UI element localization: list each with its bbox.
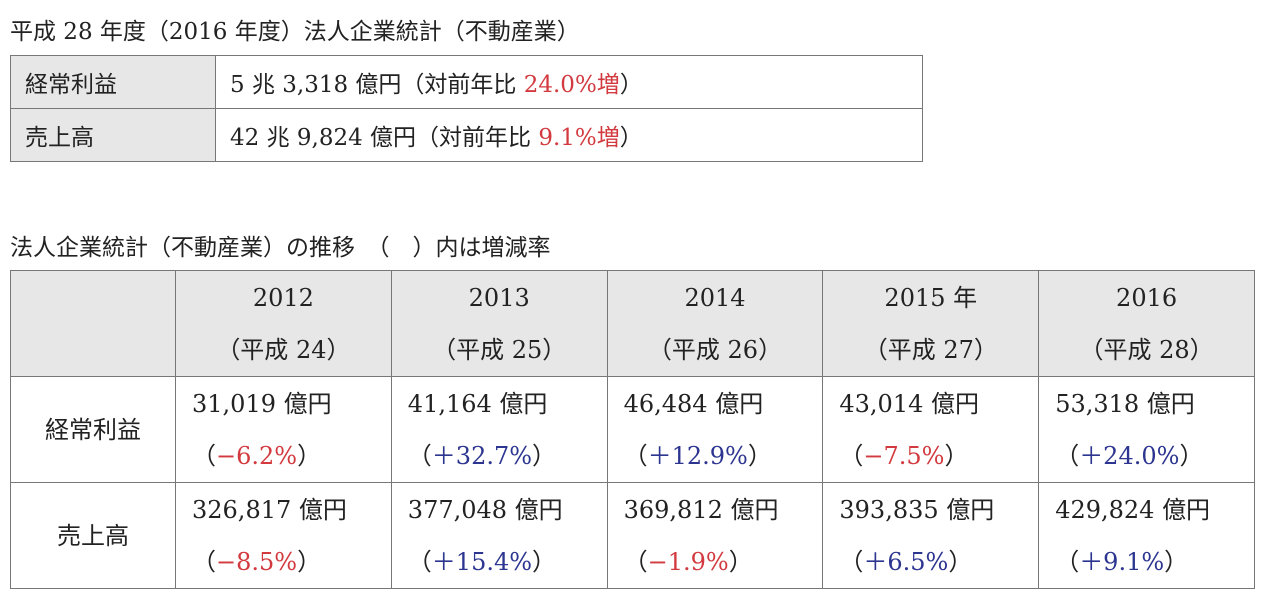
summary-row: 売上高 42 兆 9,824 億円（対前年比 9.1%増）	[10, 108, 923, 162]
row-value: 5 兆 3,318 億円（対前年比 24.0%増）	[215, 55, 923, 109]
amount: 46,484 億円	[623, 389, 764, 418]
paren: （	[623, 441, 648, 470]
row-label: 売上高	[10, 482, 176, 589]
value-highlight: 24.0%増	[523, 72, 620, 98]
value-text: 5 兆 3,318 億円（対前年比	[230, 72, 524, 98]
year: 2016	[1116, 283, 1178, 312]
paren: （	[1055, 547, 1080, 576]
year-header: 2012 （平成 24）	[175, 270, 392, 377]
change-line: （＋9.1%）	[1055, 536, 1254, 588]
data-cell: 53,318 億円 （＋24.0%）	[1038, 376, 1255, 483]
year-header: 2016 （平成 28）	[1038, 270, 1255, 377]
year: 2015 年	[884, 283, 978, 312]
row-label: 売上高	[10, 108, 216, 162]
value-text: ）	[619, 72, 643, 98]
amount: 393,835 億円	[839, 495, 995, 524]
change-line: （＋24.0%）	[1055, 430, 1254, 482]
paren: ）	[297, 441, 322, 470]
amount: 326,817 億円	[192, 495, 347, 524]
change: ＋12.9%	[647, 441, 748, 470]
summary-table: 経常利益 5 兆 3,318 億円（対前年比 24.0%増） 売上高 42 兆 9,8…	[10, 55, 923, 162]
data-cell: 393,835 億円 （＋6.5%）	[822, 482, 1040, 589]
change: −1.9%	[647, 547, 729, 576]
paren: （	[839, 441, 864, 470]
change-line: （−6.2%）	[192, 430, 391, 482]
paren: ）	[1164, 547, 1189, 576]
change: ＋6.5%	[863, 547, 949, 576]
era: （平成 26）	[647, 335, 783, 364]
change: −6.2%	[216, 441, 298, 470]
change: ＋24.0%	[1079, 441, 1180, 470]
paren: （	[1055, 441, 1080, 470]
paren: （	[192, 441, 216, 470]
era: （平成 28）	[1079, 335, 1214, 364]
data-cell: 369,812 億円 （−1.9%）	[606, 482, 824, 589]
change-line: （＋15.4%）	[408, 536, 607, 588]
amount: 31,019 億円	[192, 389, 332, 418]
amount: 369,812 億円	[623, 495, 779, 524]
row-value: 42 兆 9,824 億円（対前年比 9.1%増）	[215, 108, 923, 162]
value-text: 42 兆 9,824 億円（対前年比	[230, 125, 539, 151]
summary-row: 経常利益 5 兆 3,318 億円（対前年比 24.0%増）	[10, 55, 923, 109]
trend-title: 法人企業統計（不動産業）の推移 （ ）内は増減率	[10, 235, 551, 261]
value-highlight: 9.1%増	[538, 125, 620, 151]
amount: 41,164 億円	[407, 389, 548, 418]
change: ＋32.7%	[431, 441, 533, 470]
change-line: （＋12.9%）	[624, 430, 823, 482]
corner-cell	[10, 270, 176, 377]
paren: （	[192, 547, 216, 576]
paren: （	[407, 441, 432, 470]
data-cell: 41,164 億円 （＋32.7%）	[390, 376, 608, 483]
row-label: 経常利益	[10, 55, 216, 109]
data-cell: 46,484 億円 （＋12.9%）	[606, 376, 824, 483]
data-cell: 31,019 億円 （−6.2%）	[175, 376, 392, 483]
paren: ）	[944, 441, 969, 470]
data-cell: 43,014 億円 （−7.5%）	[822, 376, 1040, 483]
year: 2012	[252, 283, 314, 312]
change: −7.5%	[863, 441, 945, 470]
change-line: （＋32.7%）	[408, 430, 607, 482]
amount: 377,048 億円	[407, 495, 563, 524]
year-header: 2015 年 （平成 27）	[822, 270, 1040, 377]
change: ＋15.4%	[431, 547, 533, 576]
paren: ）	[747, 441, 772, 470]
amount: 53,318 億円	[1055, 389, 1195, 418]
summary-title: 平成 28 年度（2016 年度）法人企業統計（不動産業）	[10, 19, 580, 45]
change: −8.5%	[216, 547, 298, 576]
paren: ）	[532, 547, 557, 576]
row-label: 経常利益	[10, 376, 176, 483]
paren: ）	[948, 547, 973, 576]
year-header: 2014 （平成 26）	[606, 270, 824, 377]
data-cell: 429,824 億円 （＋9.1%）	[1038, 482, 1255, 589]
change-line: （−7.5%）	[839, 430, 1038, 482]
value-text: ）	[619, 125, 643, 151]
change: ＋9.1%	[1079, 547, 1165, 576]
paren: ）	[297, 547, 322, 576]
change-line: （−1.9%）	[624, 536, 823, 588]
paren: （	[407, 547, 432, 576]
year-header: 2013 （平成 25）	[390, 270, 608, 377]
trend-table: 2012 （平成 24） 2013 （平成 25） 2014 （平成 26） 2015 年 （…	[10, 270, 1255, 589]
paren: （	[623, 547, 648, 576]
amount: 429,824 億円	[1055, 495, 1211, 524]
era: （平成 25）	[432, 335, 567, 364]
era: （平成 24）	[216, 335, 351, 364]
paren: ）	[532, 441, 557, 470]
year: 2013	[468, 283, 530, 312]
data-cell: 377,048 億円 （＋15.4%）	[390, 482, 608, 589]
trend-row: 売上高 326,817 億円 （−8.5%） 377,048 億円 （＋15.4%） 36…	[10, 482, 1255, 589]
era: （平成 27）	[863, 335, 998, 364]
data-cell: 326,817 億円 （−8.5%）	[175, 482, 392, 589]
change-line: （＋6.5%）	[839, 536, 1038, 588]
paren: （	[839, 547, 864, 576]
year: 2014	[684, 283, 746, 312]
change-line: （−8.5%）	[192, 536, 391, 588]
trend-row: 経常利益 31,019 億円 （−6.2%） 41,164 億円 （＋32.7%） 46,…	[10, 376, 1255, 483]
paren: ）	[728, 547, 753, 576]
paren: ）	[1179, 441, 1204, 470]
amount: 43,014 億円	[839, 389, 979, 418]
